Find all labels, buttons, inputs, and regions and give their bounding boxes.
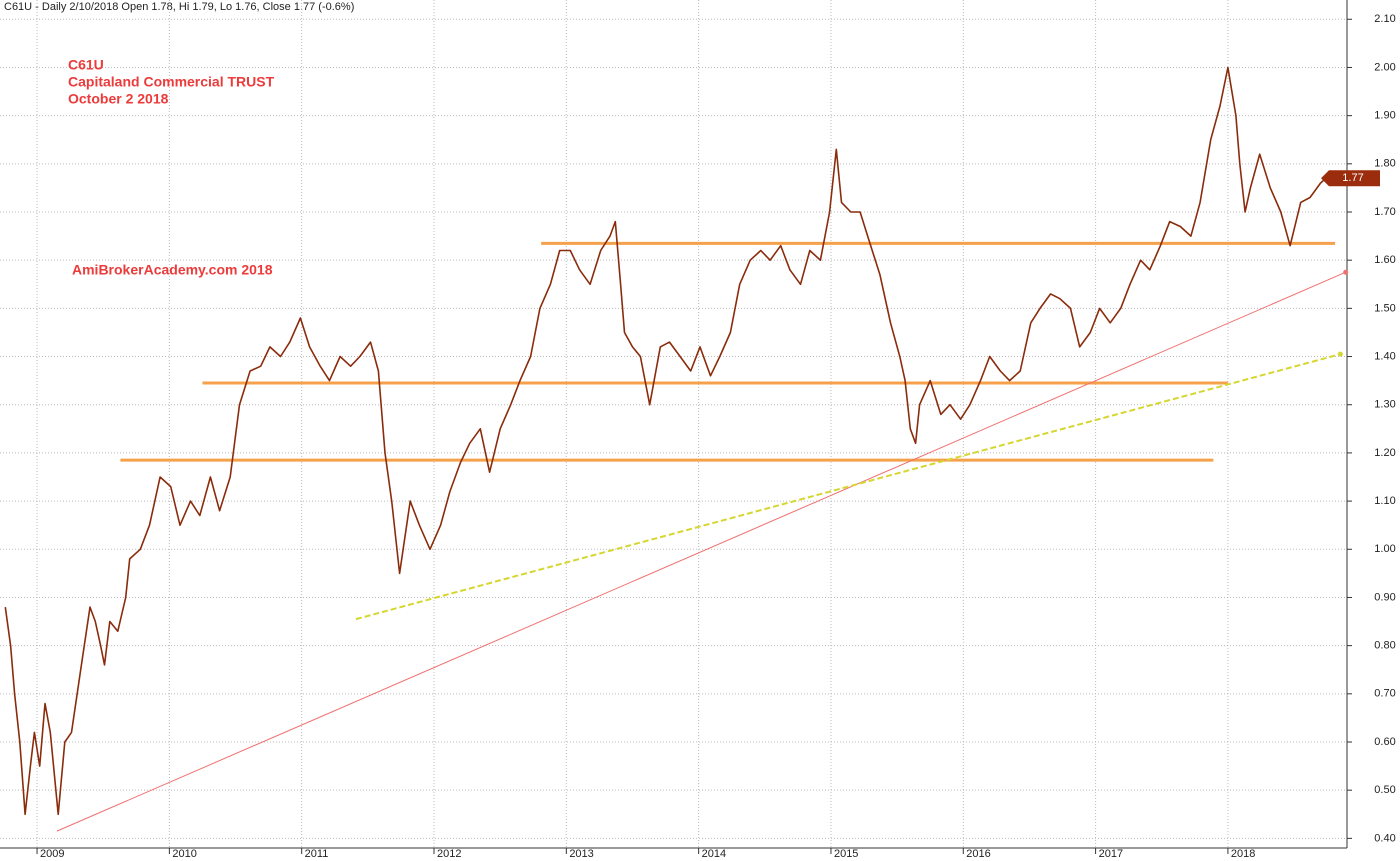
y-tick-label: 0.70	[1374, 688, 1395, 700]
y-tick-label: 1.90	[1374, 110, 1395, 122]
y-tick-label: 0.80	[1374, 640, 1395, 652]
x-tick-label: 2010	[172, 848, 196, 860]
y-tick-label: 1.10	[1374, 495, 1395, 507]
x-tick-label: 2009	[40, 848, 64, 860]
x-tick-label: 2018	[1231, 848, 1255, 860]
last-price-label: 1.77	[1342, 172, 1363, 184]
last-price-tag	[1321, 170, 1380, 187]
x-tick-label: 2013	[569, 848, 593, 860]
y-tick-label: 0.40	[1374, 832, 1395, 844]
trend-end	[1337, 351, 1343, 357]
annotation: AmiBrokerAcademy.com 2018	[72, 262, 273, 278]
y-tick-label: 1.50	[1374, 302, 1395, 314]
y-tick-label: 1.80	[1374, 158, 1395, 170]
y-tick-label: 2.00	[1374, 61, 1395, 73]
x-tick-label: 2011	[305, 848, 329, 860]
price-line	[4, 66, 1327, 816]
trend-line	[355, 353, 1341, 621]
x-tick-label: 2014	[702, 848, 726, 860]
y-tick-label: 0.50	[1374, 784, 1395, 796]
x-tick-label: 2015	[834, 848, 858, 860]
x-tick-label: 2017	[1099, 848, 1123, 860]
y-tick-label: 1.20	[1374, 447, 1395, 459]
y-tick-label: 1.40	[1374, 350, 1395, 362]
y-tick-label: 0.90	[1374, 591, 1395, 603]
y-tick-label: 1.30	[1374, 399, 1395, 411]
trend-end	[1343, 269, 1349, 275]
annotation: C61U	[68, 57, 104, 73]
chart-title: C61U - Daily 2/10/2018 Open 1.78, Hi 1.7…	[4, 1, 354, 13]
x-tick-label: 2012	[437, 848, 461, 860]
trend-line	[56, 271, 1346, 832]
y-tick-label: 1.60	[1374, 254, 1395, 266]
x-tick-label: 2016	[966, 848, 990, 860]
y-tick-label: 2.10	[1374, 13, 1395, 25]
y-tick-label: 1.70	[1374, 206, 1395, 218]
y-tick-label: 1.00	[1374, 543, 1395, 555]
y-tick-label: 0.60	[1374, 736, 1395, 748]
annotation: October 2 2018	[68, 91, 169, 107]
annotation: Capitaland Commercial TRUST	[68, 74, 275, 90]
